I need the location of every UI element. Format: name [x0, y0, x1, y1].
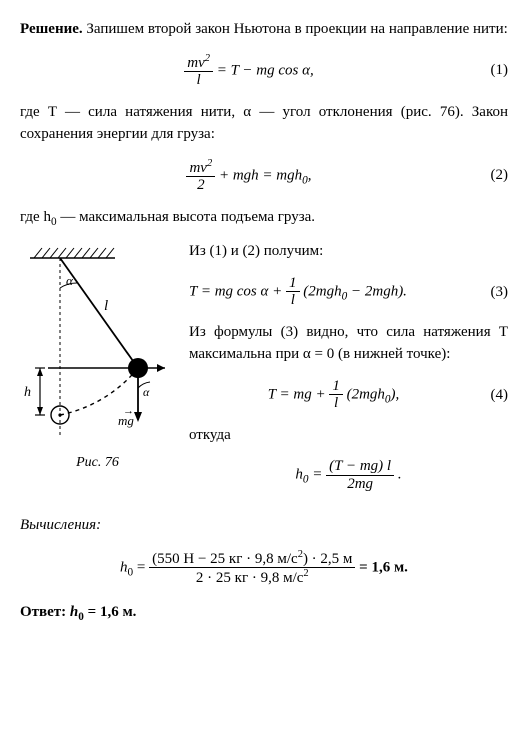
answer-line: Ответ: h0 = 1,6 м. — [20, 601, 508, 626]
equation-3-number: (3) — [478, 281, 508, 304]
answer-label: Ответ: — [20, 604, 70, 620]
figure-caption: Рис. 76 — [20, 452, 175, 473]
eq5-fraction: (T − mg) l 2mg — [326, 458, 394, 492]
equation-3-body: T = mg cos α + 1 l (2mgh0 − 2mgh). — [189, 275, 478, 309]
paragraph-tension: где T — сила натяжения нити, α — угол от… — [20, 101, 508, 146]
equation-2: mv2 2 + mgh = mgh0, (2) — [20, 158, 508, 194]
figure-column: α l mg → α h — [20, 240, 175, 504]
equation-2-number: (2) — [478, 164, 508, 187]
equation-4-number: (4) — [478, 384, 508, 407]
eq3-fraction: 1 l — [286, 275, 300, 309]
equation-5: h0 = (T − mg) l 2mg . — [189, 458, 508, 492]
equation-1: mv2 l = T − mg cos α, (1) — [20, 53, 508, 89]
l-label: l — [104, 298, 108, 314]
equation-4: T = mg + 1 l (2mgh0), (4) — [189, 378, 508, 412]
equation-1-body: mv2 l = T − mg cos α, — [20, 53, 478, 89]
eq4-fraction: 1 l — [329, 378, 343, 412]
alpha-top-label: α — [66, 273, 74, 288]
text-column: Из (1) и (2) получим: T = mg cos α + 1 l… — [189, 240, 508, 504]
equation-2-body: mv2 2 + mgh = mgh0, — [20, 158, 478, 194]
figure-text-row: α l mg → α h — [20, 240, 508, 504]
from12-text: Из (1) и (2) получим: — [189, 240, 508, 263]
whence-text: откуда — [189, 424, 508, 447]
paragraph-h0: где h0 — максимальная высота подъема гру… — [20, 206, 508, 231]
equation-5-body: h0 = (T − mg) l 2mg . — [189, 458, 508, 492]
intro-text: Запишем второй закон Ньютона в проекции … — [83, 21, 508, 37]
alpha-bob-label: α — [143, 385, 150, 399]
eq1-fraction: mv2 l — [184, 53, 213, 89]
equation-4-body: T = mg + 1 l (2mgh0), — [189, 378, 478, 412]
from3-text: Из формулы (3) видно, что сила натяжения… — [189, 321, 508, 366]
h-label: h — [24, 385, 31, 400]
calc-body: h0 = (550 Н − 25 кг · 9,8 м/с2) · 2,5 м … — [20, 549, 508, 587]
mg-arrow: → — [123, 405, 134, 417]
calc-equation: h0 = (550 Н − 25 кг · 9,8 м/с2) · 2,5 м … — [20, 549, 508, 587]
equation-1-number: (1) — [478, 59, 508, 82]
eq2-fraction: mv2 2 — [186, 158, 215, 194]
intro-paragraph: Решение. Запишем второй закон Ньютона в … — [20, 18, 508, 41]
calc-fraction: (550 Н − 25 кг · 9,8 м/с2) · 2,5 м 2 · 2… — [149, 549, 355, 587]
calc-heading: Вычисления: — [20, 514, 508, 537]
pendulum-diagram: α l mg → α h — [20, 240, 175, 440]
equation-3: T = mg cos α + 1 l (2mgh0 − 2mgh). (3) — [189, 275, 508, 309]
solution-heading: Решение. — [20, 21, 83, 37]
